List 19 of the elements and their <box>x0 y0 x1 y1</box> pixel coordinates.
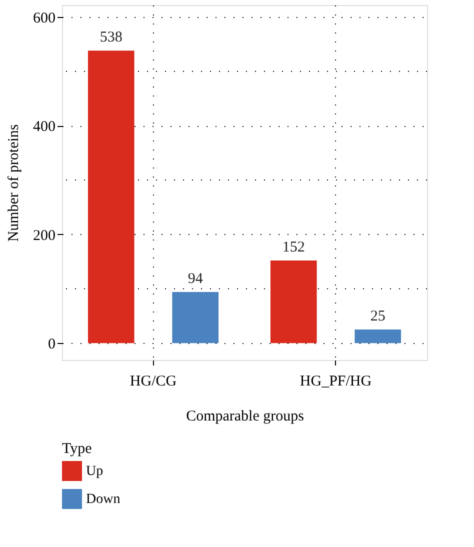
x-axis-title: Comparable groups <box>186 408 304 424</box>
y-tick-label: 600 <box>33 10 56 26</box>
legend-title: Type <box>62 441 92 457</box>
x-tick-label: HG/CG <box>130 374 177 390</box>
legend-label: Down <box>86 492 120 507</box>
bar <box>88 50 134 344</box>
data-label: 94 <box>188 271 204 288</box>
y-tick-label: 200 <box>33 228 56 244</box>
y-tick-label: 0 <box>48 336 56 353</box>
y-axis-title: Number of proteins <box>6 124 22 242</box>
legend-label: Up <box>86 464 104 479</box>
data-label: 25 <box>370 308 386 325</box>
bar <box>354 330 402 344</box>
x-tick-label: HG_PF/HG <box>300 374 372 390</box>
bar <box>172 292 219 344</box>
bar <box>270 260 317 344</box>
data-label: 538 <box>100 30 122 46</box>
y-tick-label: 400 <box>33 119 56 136</box>
data-label: 152 <box>282 240 305 256</box>
